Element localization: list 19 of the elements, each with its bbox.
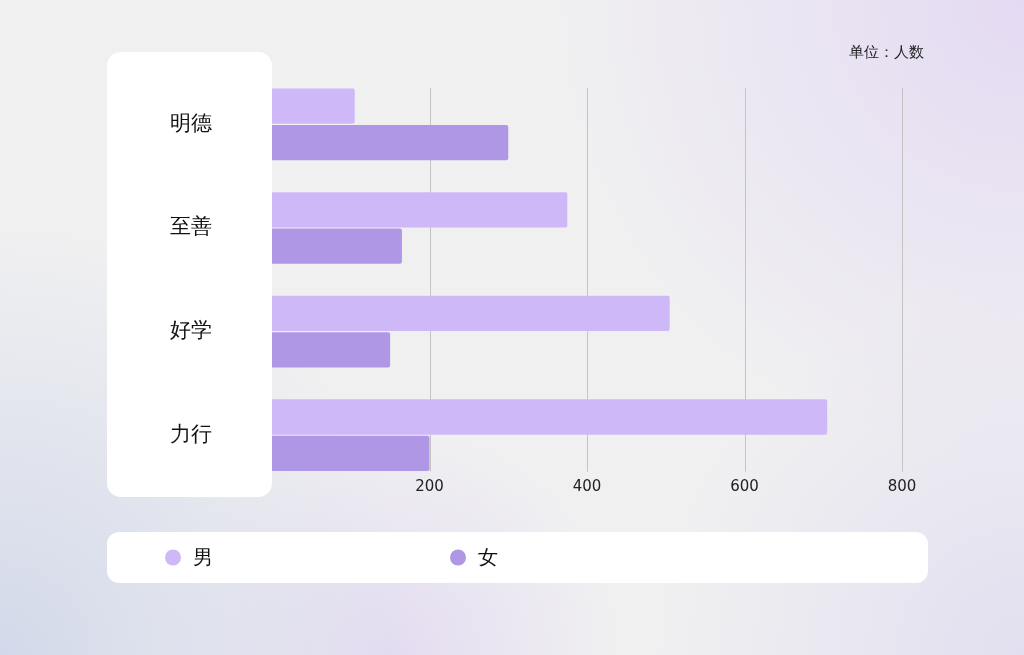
bar: [272, 228, 402, 264]
x-tick-label: 400: [572, 476, 602, 495]
bar: [272, 124, 509, 161]
x-tick-label: 800: [887, 476, 917, 495]
x-tick-label: 600: [730, 476, 759, 495]
bar: [272, 399, 828, 435]
bar: [272, 295, 670, 332]
legend-label: 女: [478, 544, 498, 569]
bar: [272, 192, 568, 228]
bar: [272, 332, 391, 368]
y-tick-label: 力行: [170, 421, 212, 446]
y-tick-label: 明德: [170, 110, 212, 135]
x-tick-label: 200: [415, 476, 444, 495]
bar: [272, 88, 355, 124]
y-tick-label: 好学: [170, 318, 212, 343]
bar: [272, 435, 430, 472]
legend-label: 男: [193, 544, 213, 569]
y-tick-label: 至善: [170, 214, 212, 239]
text: 单位：人数: [849, 42, 924, 61]
